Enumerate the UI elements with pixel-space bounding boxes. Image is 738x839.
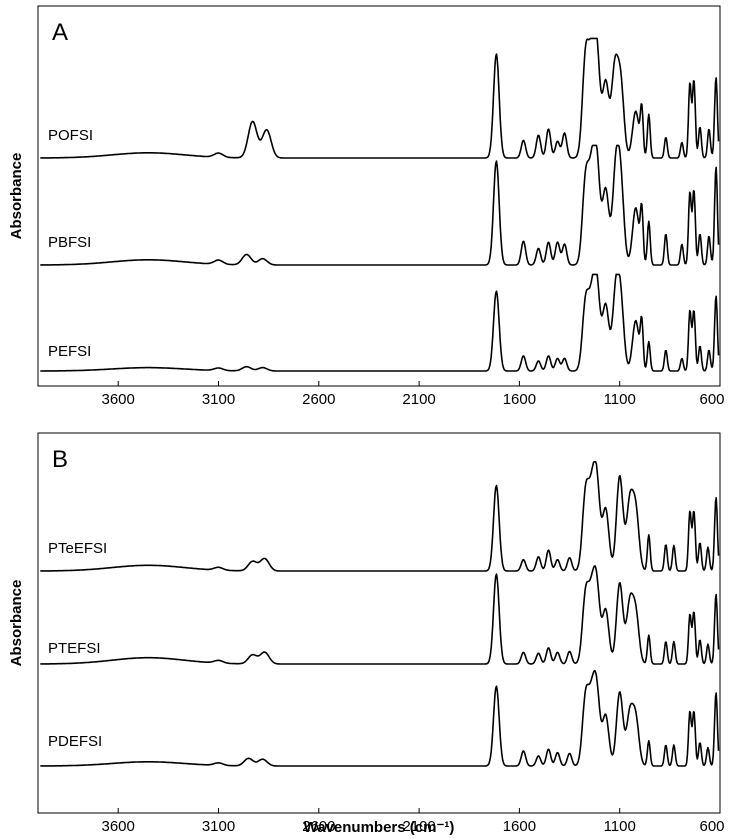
x-tick-label: 600 — [699, 818, 724, 835]
panel-b: B Absorbance PTeEFSI PTEFSI PDEFSI 3600 310… — [8, 432, 725, 835]
spectrum-ptefsi — [40, 565, 720, 665]
spectrum-pdefsi — [40, 670, 720, 767]
panel-a-frame — [37, 5, 721, 387]
x-tick-label: 2600 — [302, 818, 335, 835]
panel-a: A Absorbance POFSI PBFSI PEFSI 3600 3100 260… — [8, 5, 725, 408]
panel-a-y-axis-title: Absorbance — [8, 153, 25, 240]
x-tick-label: 3100 — [202, 391, 235, 408]
series-label-pbfsi: PBFSI — [48, 234, 91, 251]
spectrum-pbfsi — [40, 144, 720, 266]
x-tick-label: 600 — [699, 391, 724, 408]
x-tick-label: 3100 — [202, 818, 235, 835]
spectrum-pofsi — [40, 37, 720, 159]
panel-a-letter: A — [52, 19, 68, 46]
x-tick-label: 1100 — [604, 818, 636, 835]
panel-b-series-labels: PTeEFSI PTEFSI PDEFSI — [48, 540, 107, 750]
spectrum-pefsi — [40, 273, 720, 372]
panel-a-x-ticks: 3600 3100 2600 2100 1600 1100 600 — [102, 381, 725, 408]
panel-b-spectra — [40, 461, 720, 767]
x-tick-label: 1100 — [604, 391, 636, 408]
x-tick-label: 2100 — [402, 818, 435, 835]
panel-a-spectra — [40, 37, 720, 372]
x-axis-title: Wavenumbers (cm⁻¹) — [304, 819, 455, 836]
panel-b-x-ticks: 3600 3100 2600 2100 1600 1100 600 — [102, 808, 725, 835]
x-tick-label: 3600 — [102, 391, 135, 408]
panel-a-series-labels: POFSI PBFSI PEFSI — [48, 127, 93, 360]
spectrum-pteefsi — [40, 461, 720, 572]
x-tick-label: 1600 — [503, 391, 536, 408]
series-label-pdefsi: PDEFSI — [48, 733, 102, 750]
panel-b-letter: B — [52, 446, 68, 473]
panel-b-frame — [37, 432, 721, 814]
x-tick-label: 2600 — [302, 391, 335, 408]
series-label-pofsi: POFSI — [48, 127, 93, 144]
x-tick-label: 1600 — [503, 818, 536, 835]
series-label-pefsi: PEFSI — [48, 343, 91, 360]
series-label-ptefsi: PTEFSI — [48, 640, 101, 657]
series-label-pteefsi: PTeEFSI — [48, 540, 107, 557]
x-tick-label: 3600 — [102, 818, 135, 835]
panel-b-y-axis-title: Absorbance — [8, 580, 25, 667]
x-tick-label: 2100 — [402, 391, 435, 408]
